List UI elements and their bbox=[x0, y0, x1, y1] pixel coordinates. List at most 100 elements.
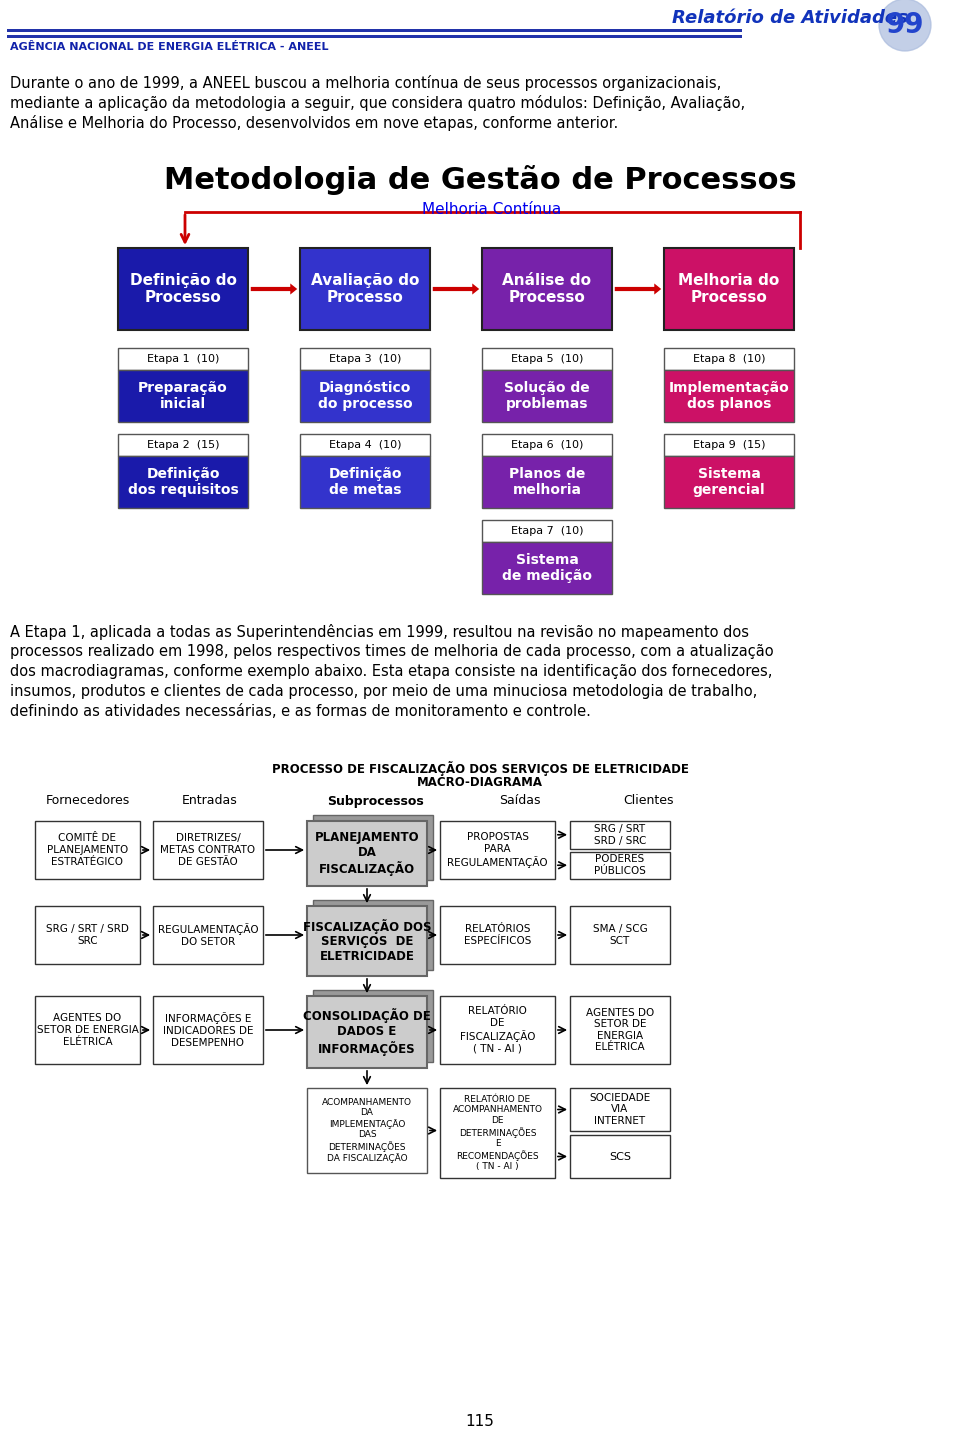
Bar bbox=[482, 348, 612, 369]
Bar bbox=[482, 456, 612, 509]
Text: 115: 115 bbox=[466, 1414, 494, 1430]
Bar bbox=[440, 821, 555, 879]
Bar bbox=[570, 821, 670, 848]
Text: Análise do
Processo: Análise do Processo bbox=[502, 273, 591, 305]
Bar bbox=[570, 1135, 670, 1178]
Text: Etapa 7  (10): Etapa 7 (10) bbox=[511, 526, 584, 536]
Bar bbox=[440, 1088, 555, 1178]
Text: Relatório de Atividades: Relatório de Atividades bbox=[672, 9, 908, 27]
Text: insumos, produtos e clientes de cada processo, por meio de uma minuciosa metodol: insumos, produtos e clientes de cada pro… bbox=[10, 684, 757, 698]
Bar bbox=[300, 434, 430, 456]
Text: PROCESSO DE FISCALIZAÇÃO DOS SERVIÇOS DE ELETRICIDADE: PROCESSO DE FISCALIZAÇÃO DOS SERVIÇOS DE… bbox=[272, 762, 688, 776]
Text: FISCALIZAÇÃO DOS
SERVIÇOS  DE
ELETRICIDADE: FISCALIZAÇÃO DOS SERVIÇOS DE ELETRICIDAD… bbox=[302, 918, 431, 963]
Bar bbox=[482, 434, 612, 456]
Bar bbox=[153, 996, 263, 1063]
Bar bbox=[482, 542, 612, 593]
Text: Solução de
problemas: Solução de problemas bbox=[504, 381, 589, 411]
Text: RELATÓRIO DE
ACOMPANHAMENTO
DE
DETERMINAÇÕES
E
RECOMENDAÇÕES
( TN - AI ): RELATÓRIO DE ACOMPANHAMENTO DE DETERMINA… bbox=[452, 1095, 542, 1171]
Text: SRG / SRT / SRD
SRC: SRG / SRT / SRD SRC bbox=[46, 924, 129, 946]
Text: Sistema
de medição: Sistema de medição bbox=[502, 553, 592, 583]
Bar bbox=[7, 34, 742, 37]
Text: Definição do
Processo: Definição do Processo bbox=[130, 273, 236, 305]
Bar bbox=[570, 1088, 670, 1131]
Text: COMITÊ DE
PLANEJAMENTO
ESTRATÉGICO: COMITÊ DE PLANEJAMENTO ESTRATÉGICO bbox=[47, 833, 128, 867]
Bar bbox=[313, 900, 433, 970]
Bar bbox=[440, 996, 555, 1063]
Text: Durante o ano de 1999, a ANEEL buscou a melhoria contínua de seus processos orga: Durante o ano de 1999, a ANEEL buscou a … bbox=[10, 75, 721, 91]
Bar bbox=[664, 456, 794, 509]
Text: AGENTES DO
SETOR DE ENERGIA
ELÉTRICA: AGENTES DO SETOR DE ENERGIA ELÉTRICA bbox=[36, 1013, 138, 1046]
Bar bbox=[35, 905, 140, 964]
Text: Melhoria do
Processo: Melhoria do Processo bbox=[679, 273, 780, 305]
Text: PLANEJAMENTO
DA
FISCALIZAÇÃO: PLANEJAMENTO DA FISCALIZAÇÃO bbox=[315, 831, 420, 877]
Bar bbox=[118, 369, 248, 422]
Text: SMA / SCG
SCT: SMA / SCG SCT bbox=[592, 924, 647, 946]
Bar bbox=[482, 369, 612, 422]
Text: Etapa 4  (10): Etapa 4 (10) bbox=[328, 440, 401, 450]
Bar bbox=[118, 456, 248, 509]
Text: Planos de
melhoria: Planos de melhoria bbox=[509, 467, 586, 497]
Bar bbox=[664, 249, 794, 331]
Text: Etapa 3  (10): Etapa 3 (10) bbox=[329, 354, 401, 364]
Text: Etapa 2  (15): Etapa 2 (15) bbox=[147, 440, 219, 450]
Text: Etapa 9  (15): Etapa 9 (15) bbox=[693, 440, 765, 450]
Bar bbox=[35, 996, 140, 1063]
Text: AGENTES DO
SETOR DE
ENERGIA
ELÉTRICA: AGENTES DO SETOR DE ENERGIA ELÉTRICA bbox=[586, 1007, 654, 1052]
Text: INFORMAÇÕES E
INDICADORES DE
DESEMPENHO: INFORMAÇÕES E INDICADORES DE DESEMPENHO bbox=[163, 1013, 253, 1048]
Bar bbox=[300, 369, 430, 422]
Text: PROPOSTAS
PARA
REGULAMENTAÇÃO: PROPOSTAS PARA REGULAMENTAÇÃO bbox=[447, 832, 548, 868]
Text: Entradas: Entradas bbox=[182, 795, 238, 808]
Text: Implementação
dos planos: Implementação dos planos bbox=[668, 381, 789, 411]
Bar bbox=[118, 249, 248, 331]
Text: SRG / SRT
SRD / SRC: SRG / SRT SRD / SRC bbox=[594, 823, 646, 845]
Text: Diagnóstico
do processo: Diagnóstico do processo bbox=[318, 381, 412, 411]
Text: RELATÓRIO
DE
FISCALIZAÇÃO
( TN - AI ): RELATÓRIO DE FISCALIZAÇÃO ( TN - AI ) bbox=[460, 1006, 536, 1053]
Text: A Etapa 1, aplicada a todas as Superintendências em 1999, resultou na revisão no: A Etapa 1, aplicada a todas as Superinte… bbox=[10, 624, 749, 639]
Bar bbox=[313, 990, 433, 1062]
Text: DIRETRIZES/
METAS CONTRATO
DE GESTÃO: DIRETRIZES/ METAS CONTRATO DE GESTÃO bbox=[160, 833, 255, 867]
Text: Definição
de metas: Definição de metas bbox=[328, 467, 401, 497]
Text: RELATÓRIOS
ESPECÍFICOS: RELATÓRIOS ESPECÍFICOS bbox=[464, 924, 531, 946]
Text: Sistema
gerencial: Sistema gerencial bbox=[693, 467, 765, 497]
Text: Etapa 8  (10): Etapa 8 (10) bbox=[693, 354, 765, 364]
Bar bbox=[300, 249, 430, 331]
Text: REGULAMENTAÇÃO
DO SETOR: REGULAMENTAÇÃO DO SETOR bbox=[157, 923, 258, 947]
Text: CONSOLIDAÇÃO DE
DADOS E
INFORMAÇÕES: CONSOLIDAÇÃO DE DADOS E INFORMAÇÕES bbox=[303, 1009, 431, 1056]
Text: ACOMPANHAMENTO
DA
IMPLEMENTAÇÃO
DAS
DETERMINAÇÕES
DA FISCALIZAÇÃO: ACOMPANHAMENTO DA IMPLEMENTAÇÃO DAS DETE… bbox=[322, 1098, 412, 1163]
Text: Clientes: Clientes bbox=[623, 795, 673, 808]
Circle shape bbox=[879, 0, 931, 50]
Bar bbox=[153, 821, 263, 879]
Bar bbox=[482, 249, 612, 331]
Text: definindo as atividades necessárias, e as formas de monitoramento e controle.: definindo as atividades necessárias, e a… bbox=[10, 704, 590, 718]
Bar bbox=[307, 821, 427, 887]
Text: Melhoria Contínua: Melhoria Contínua bbox=[422, 203, 562, 217]
Bar bbox=[570, 905, 670, 964]
Text: mediante a aplicação da metodologia a seguir, que considera quatro módulos: Defi: mediante a aplicação da metodologia a se… bbox=[10, 95, 745, 111]
Bar bbox=[307, 905, 427, 976]
Text: Etapa 1  (10): Etapa 1 (10) bbox=[147, 354, 219, 364]
Bar bbox=[307, 1088, 427, 1173]
Bar bbox=[664, 434, 794, 456]
Text: PODERES
PÚBLICOS: PODERES PÚBLICOS bbox=[594, 855, 646, 877]
Bar bbox=[664, 369, 794, 422]
Bar bbox=[570, 852, 670, 879]
Text: AGÊNCIA NACIONAL DE ENERGIA ELÉTRICA - ANEEL: AGÊNCIA NACIONAL DE ENERGIA ELÉTRICA - A… bbox=[10, 42, 328, 52]
Bar bbox=[153, 905, 263, 964]
Text: SCS: SCS bbox=[609, 1151, 631, 1161]
Bar bbox=[482, 520, 612, 542]
Text: Etapa 6  (10): Etapa 6 (10) bbox=[511, 440, 583, 450]
Text: Análise e Melhoria do Processo, desenvolvidos em nove etapas, conforme anterior.: Análise e Melhoria do Processo, desenvol… bbox=[10, 115, 618, 131]
Bar bbox=[300, 348, 430, 369]
Bar bbox=[300, 456, 430, 509]
Text: Fornecedores: Fornecedores bbox=[46, 795, 131, 808]
Text: Preparação
inicial: Preparação inicial bbox=[138, 381, 228, 411]
Bar bbox=[35, 821, 140, 879]
Bar bbox=[440, 905, 555, 964]
Text: Saídas: Saídas bbox=[499, 795, 540, 808]
Bar bbox=[118, 348, 248, 369]
Text: SOCIEDADE
VIA
INTERNET: SOCIEDADE VIA INTERNET bbox=[589, 1094, 651, 1127]
Bar bbox=[307, 996, 427, 1068]
Text: 99: 99 bbox=[886, 11, 924, 39]
Bar bbox=[7, 29, 742, 32]
Text: Avaliação do
Processo: Avaliação do Processo bbox=[311, 273, 420, 305]
